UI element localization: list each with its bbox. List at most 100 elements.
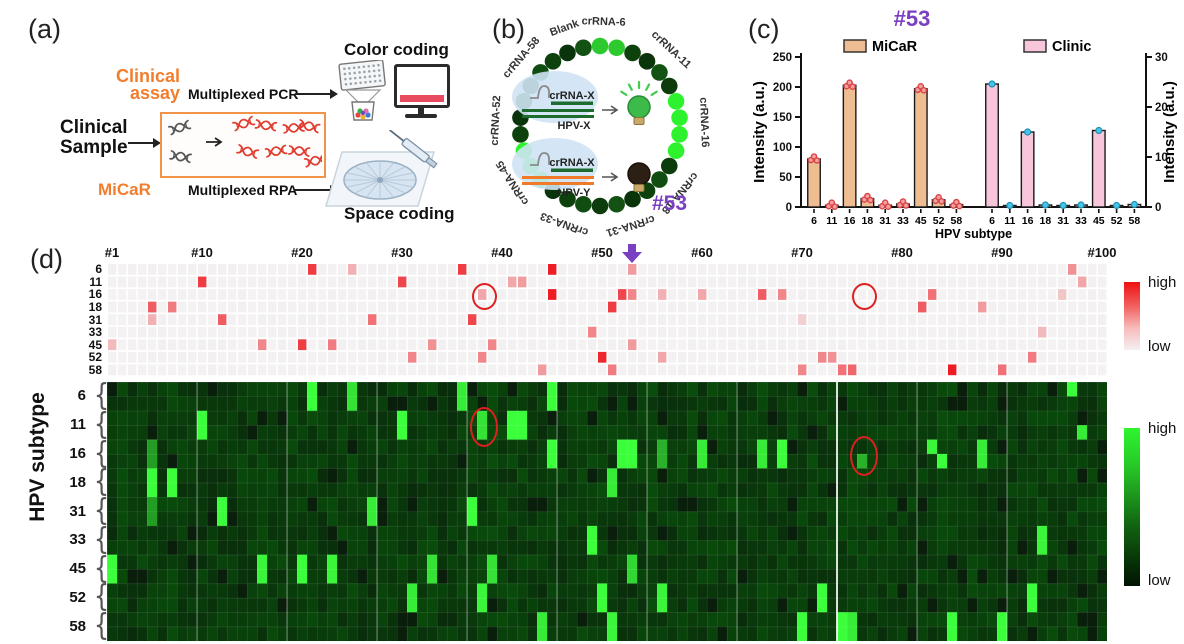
- bar: [1020, 131, 1035, 208]
- data-point: [849, 83, 856, 90]
- x-tick-label: 6: [811, 215, 817, 227]
- panel-a-label: (a): [28, 14, 61, 44]
- ring-dot: [671, 126, 688, 143]
- panel-d-label: (d): [30, 244, 63, 274]
- x-tick-label: 6: [989, 215, 995, 227]
- x-tick-label: 18: [1040, 215, 1052, 227]
- ring-label: crRNA-31: [605, 212, 656, 238]
- dna-icon: [303, 153, 322, 168]
- ring-dot: [591, 197, 609, 215]
- column-header: #90: [991, 245, 1013, 260]
- ring-dot: [660, 77, 678, 95]
- right-axis-tick: 30: [1155, 52, 1168, 64]
- ring-dot: [671, 109, 688, 126]
- ring-label: Blank: [548, 17, 581, 39]
- row-brace: {: [93, 550, 110, 586]
- legend-swatch: [843, 39, 867, 53]
- micar-row-label: 33: [69, 531, 86, 549]
- ring-dot: [624, 190, 641, 208]
- ring-dot: [651, 64, 668, 81]
- x-tick-label: 18: [862, 215, 874, 227]
- sample-arrow-icon: [128, 138, 161, 148]
- space-chip-icon: [343, 160, 417, 200]
- micar-row-label: 6: [77, 387, 86, 405]
- data-point: [1113, 201, 1121, 210]
- green-colorbar-low-label: low: [1148, 572, 1171, 589]
- bar: [842, 84, 857, 208]
- crrna-x-top-label: crRNA-X: [549, 90, 595, 102]
- right-axis-tick: 20: [1155, 102, 1168, 114]
- bar: [913, 88, 928, 208]
- data-point: [1024, 128, 1032, 136]
- bar: [985, 83, 999, 208]
- data-point: [902, 202, 910, 209]
- right-axis-tick: 0: [1155, 202, 1161, 214]
- x-tick-label: 31: [1057, 215, 1069, 227]
- left-axis-tick: 250: [773, 52, 792, 64]
- pcr-row-label: 33: [88, 325, 102, 340]
- dna-icon: [254, 119, 278, 132]
- right-axis-tick: 10: [1155, 152, 1168, 164]
- row-brace: {: [93, 464, 110, 500]
- data-point: [1130, 200, 1138, 209]
- column-header: #70: [791, 245, 813, 260]
- ring-dot: [660, 157, 678, 175]
- dna-icon: [236, 144, 260, 159]
- legend-swatch: [1023, 39, 1047, 53]
- ring-label: crRNA-52: [489, 95, 504, 146]
- ring-dot: [591, 37, 609, 55]
- clinic-pcr-heatmap: [107, 263, 1107, 376]
- x-tick-label: 16: [844, 215, 856, 227]
- pcr-row-label: 45: [88, 337, 102, 352]
- left-axis-tick: 100: [773, 142, 792, 154]
- left-axis-label: Intensity (a.u.): [751, 81, 768, 183]
- data-point: [938, 197, 945, 205]
- intensity-bar-chart: #53 0 50 100 150 200 250 0 10 20 30 Intensity (a.u.…: [751, 6, 1178, 241]
- dna-molecules: [168, 115, 322, 168]
- left-axis-tick: 0: [786, 202, 792, 214]
- x-axis-label: HPV subtype: [935, 227, 1012, 241]
- data-point: [1006, 201, 1014, 210]
- dna-icon: [282, 122, 305, 134]
- micar-row-label: 18: [69, 473, 86, 491]
- monitor-screen-bar: [400, 95, 444, 102]
- column-header: #1: [104, 245, 120, 260]
- column-header: #30: [391, 245, 413, 260]
- x-tick-label: 58: [951, 215, 963, 227]
- left-axis-tick: 150: [773, 112, 792, 124]
- data-point: [813, 157, 821, 164]
- chart-title: #53: [894, 6, 931, 31]
- amplification-box: [160, 112, 326, 178]
- left-axis-tick: 200: [773, 82, 792, 94]
- ring-dot: [575, 195, 592, 213]
- ring-dot: [667, 92, 685, 110]
- micar-row-label: 52: [69, 588, 86, 606]
- x-tick-label: 45: [1093, 215, 1105, 227]
- data-point: [1077, 201, 1085, 209]
- data-point: [988, 80, 996, 88]
- pcr-row-label: 16: [88, 287, 102, 302]
- ring-dot: [559, 190, 576, 208]
- data-point: [831, 203, 839, 210]
- bar: [807, 158, 821, 208]
- micar-fluorescence-heatmap: [107, 382, 1107, 641]
- data-point: [1041, 201, 1049, 209]
- color-coding-label: Color coding: [344, 40, 449, 59]
- data-point: [920, 87, 928, 94]
- row-brace: {: [93, 378, 110, 413]
- red-colorbar-low-label: low: [1148, 338, 1171, 355]
- pcr-row-label: 52: [88, 350, 102, 365]
- micar-row-label: 16: [69, 444, 86, 462]
- panel-c-label: (c): [748, 14, 780, 44]
- pcr-row-label: 18: [88, 299, 102, 314]
- ring-dot: [638, 52, 656, 70]
- dna-icon: [264, 144, 288, 158]
- green-colorbar: [1124, 428, 1140, 586]
- red-colorbar-high-label: high: [1148, 274, 1177, 291]
- data-point: [1095, 126, 1103, 135]
- x-tick-label: 52: [933, 215, 945, 227]
- row-brace: {: [93, 435, 110, 471]
- x-tick-label: 11: [1004, 215, 1015, 227]
- hpv-x-label: HPV-X: [557, 120, 591, 132]
